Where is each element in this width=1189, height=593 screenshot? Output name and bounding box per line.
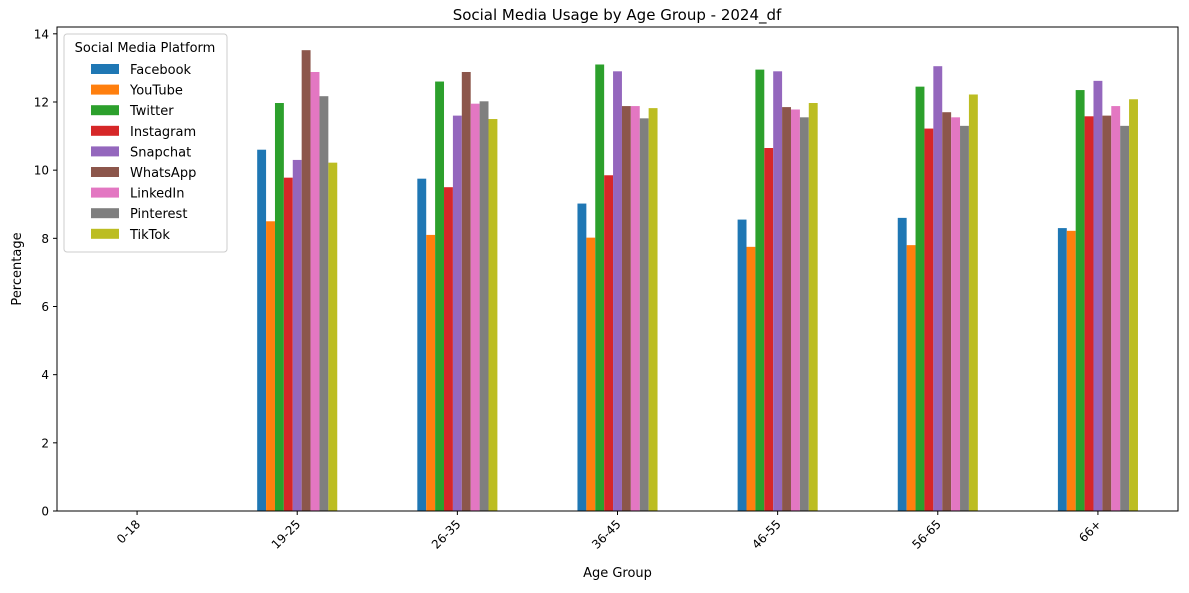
bar-twitter-26-35 — [435, 81, 445, 511]
y-tick-label: 2 — [41, 436, 49, 450]
x-tick-label: 0-18 — [114, 517, 143, 546]
bar-linkedin-26-35 — [470, 103, 480, 512]
bar-tiktok-26-35 — [488, 119, 498, 511]
chart-title: Social Media Usage by Age Group - 2024_d… — [453, 6, 782, 25]
plot-frame — [56, 26, 1179, 512]
legend-swatch-twitter — [91, 105, 119, 116]
bar-facebook-36-45 — [577, 203, 587, 511]
bar-linkedin-19-25 — [310, 71, 320, 511]
legend-label-instagram: Instagram — [130, 125, 196, 140]
legend-swatch-facebook — [91, 64, 119, 74]
legend-label-pinterest: Pinterest — [130, 207, 187, 222]
bar-snapchat-46-55 — [773, 71, 783, 511]
x-tick-label: 19-25 — [269, 517, 304, 552]
bar-facebook-26-35 — [417, 178, 427, 511]
bar-whatsapp-19-25 — [301, 50, 311, 512]
y-tick-label: 8 — [41, 232, 49, 246]
bar-youtube-26-35 — [426, 234, 436, 511]
bar-facebook-66+ — [1057, 228, 1067, 512]
y-axis-label: Percentage — [10, 232, 25, 305]
bar-tiktok-66+ — [1129, 99, 1138, 511]
bar-pinterest-26-35 — [479, 101, 489, 511]
legend: Social Media Platform Facebook YouTube Twi… — [63, 33, 228, 253]
bar-linkedin-46-55 — [790, 109, 800, 512]
bar-pinterest-19-25 — [319, 96, 329, 511]
legend-label-facebook: Facebook — [130, 63, 192, 78]
legend-label-youtube: YouTube — [129, 84, 183, 99]
bar-linkedin-66+ — [1111, 106, 1121, 512]
bar-instagram-46-55 — [764, 148, 774, 511]
legend-items: Facebook YouTube Twitter Instagram Snapchat W… — [91, 63, 196, 243]
legend-label-tiktok: TikTok — [129, 228, 170, 243]
bar-instagram-36-45 — [604, 175, 614, 511]
bar-instagram-56-65 — [924, 128, 934, 511]
bar-youtube-66+ — [1066, 230, 1076, 511]
legend-label-whatsapp: WhatsApp — [130, 166, 196, 181]
y-axis: 0 2 4 6 8 10 12 14 — [34, 27, 57, 519]
bar-twitter-56-65 — [915, 86, 925, 511]
bar-tiktok-46-55 — [808, 103, 818, 511]
legend-label-twitter: Twitter — [129, 104, 174, 119]
bar-youtube-19-25 — [266, 221, 275, 512]
bar-linkedin-36-45 — [630, 106, 640, 512]
legend-swatch-tiktok — [91, 228, 119, 239]
bar-whatsapp-66+ — [1102, 115, 1112, 511]
bar-snapchat-26-35 — [452, 115, 462, 511]
bar-snapchat-36-45 — [613, 71, 622, 511]
legend-label-linkedin: LinkedIn — [130, 187, 184, 202]
x-tick-label: 66+ — [1076, 517, 1104, 545]
legend-title: Social Media Platform — [75, 41, 216, 56]
bar-pinterest-66+ — [1120, 125, 1130, 512]
bar-whatsapp-56-65 — [942, 112, 952, 511]
bar-facebook-46-55 — [737, 219, 747, 512]
legend-swatch-pinterest — [91, 208, 119, 219]
legend-label-snapchat: Snapchat — [130, 145, 191, 160]
bar-snapchat-56-65 — [933, 66, 943, 512]
y-tick-label: 0 — [41, 505, 49, 519]
x-axis-label: Age Group — [583, 566, 652, 581]
bar-whatsapp-26-35 — [461, 71, 471, 511]
bar-facebook-19-25 — [257, 149, 267, 511]
legend-swatch-snapchat — [91, 146, 119, 157]
bar-twitter-46-55 — [755, 69, 765, 511]
legend-swatch-whatsapp — [91, 167, 119, 177]
bar-instagram-19-25 — [283, 177, 293, 512]
x-tick-label: 26-35 — [429, 517, 464, 552]
bar-twitter-36-45 — [595, 64, 605, 512]
bar-instagram-66+ — [1084, 116, 1094, 512]
bar-facebook-56-65 — [897, 217, 907, 512]
y-tick-label: 4 — [41, 368, 49, 382]
y-tick-label: 14 — [34, 27, 49, 41]
bar-pinterest-56-65 — [960, 125, 969, 512]
bar-whatsapp-36-45 — [621, 106, 631, 512]
bar-tiktok-36-45 — [648, 108, 658, 511]
x-tick-label: 56-65 — [909, 517, 944, 552]
bar-pinterest-36-45 — [639, 118, 649, 511]
x-axis: 0-18 19-25 26-35 36-45 46-55 56-65 66+ — [114, 511, 1104, 552]
bar-tiktok-19-25 — [328, 162, 338, 511]
y-tick-label: 10 — [34, 164, 49, 178]
legend-swatch-linkedin — [91, 187, 119, 198]
bar-snapchat-19-25 — [292, 159, 302, 512]
y-tick-label: 6 — [41, 300, 49, 314]
bar-tiktok-56-65 — [968, 94, 978, 511]
bar-twitter-19-25 — [274, 103, 284, 511]
y-tick-label: 12 — [34, 95, 49, 109]
x-tick-label: 46-55 — [749, 517, 784, 552]
bar-pinterest-46-55 — [799, 117, 809, 511]
bars-layer — [257, 50, 1138, 512]
bar-twitter-66+ — [1075, 90, 1085, 511]
bar-instagram-26-35 — [444, 187, 453, 511]
x-tick-label: 36-45 — [589, 517, 624, 552]
legend-swatch-instagram — [91, 125, 119, 136]
bar-linkedin-56-65 — [951, 117, 961, 511]
bar-whatsapp-46-55 — [782, 107, 791, 511]
bar-snapchat-66+ — [1093, 80, 1103, 512]
bar-youtube-36-45 — [586, 237, 596, 511]
bar-youtube-46-55 — [746, 246, 756, 511]
bar-youtube-56-65 — [906, 245, 916, 511]
legend-swatch-youtube — [91, 84, 119, 95]
